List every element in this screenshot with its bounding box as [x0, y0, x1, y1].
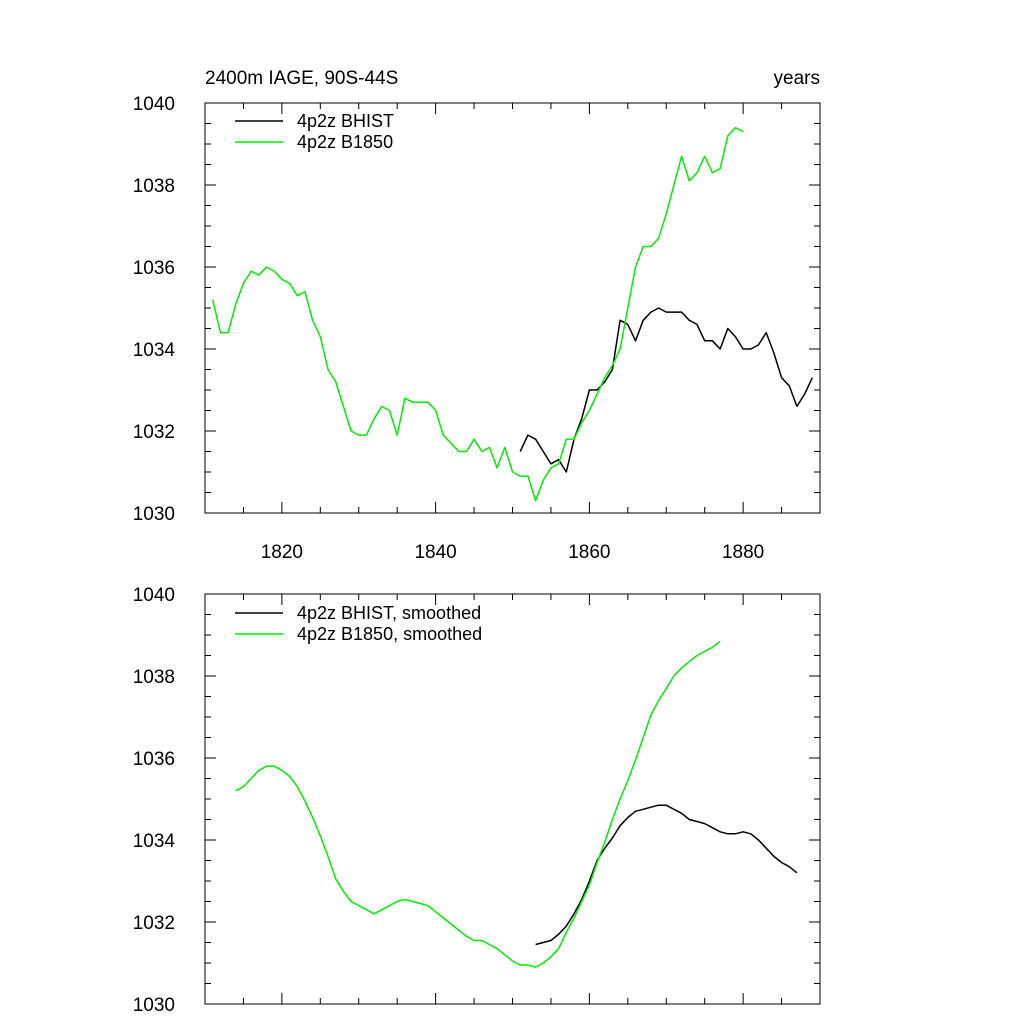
axis-ticks — [204, 102, 821, 514]
axis-ticks — [204, 593, 821, 1005]
y-tick-label: 1030 — [133, 504, 175, 525]
legend-label-b1850-smoothed: 4p2z B1850, smoothed — [297, 624, 482, 644]
series-lines — [211, 126, 813, 502]
y-axis-tick-labels: 1030 1032 1034 1036 1038 1040 — [133, 94, 176, 525]
y-tick-label: 1036 — [133, 749, 175, 770]
y-tick-label: 1032 — [133, 422, 175, 443]
y-tick-label: 1030 — [133, 995, 175, 1016]
y-axis-tick-labels: 1030 1032 1034 1036 1038 1040 — [133, 585, 176, 1016]
legend-label-bhist: 4p2z BHIST — [297, 111, 394, 131]
chart-right-title: years — [774, 68, 820, 89]
series-line-4p2z-b1850-smoothed — [235, 640, 721, 968]
y-tick-label: 1038 — [133, 176, 175, 197]
legend: 4p2z BHIST 4p2z B1850 — [235, 111, 394, 152]
series-lines — [235, 640, 798, 968]
chart-title: 2400m IAGE, 90S-44S — [205, 68, 398, 89]
x-tick-label: 1840 — [414, 542, 456, 563]
x-axis-tick-labels: 1820 1840 1860 1880 — [261, 542, 765, 563]
y-tick-label: 1032 — [133, 913, 175, 934]
top-panel: 2400m IAGE, 90S-44S years 10301032103410… — [133, 68, 821, 563]
plot-frame — [204, 593, 821, 1005]
series-line-4p2z-bhist-smoothed — [535, 804, 798, 946]
series-line-4p2z-b1850 — [211, 126, 744, 502]
y-tick-label: 1036 — [133, 258, 175, 279]
legend: 4p2z BHIST, smoothed 4p2z B1850, smoothe… — [235, 603, 482, 644]
legend-label-bhist-smoothed: 4p2z BHIST, smoothed — [297, 603, 481, 623]
y-tick-label: 1038 — [133, 667, 175, 688]
x-tick-label: 1880 — [722, 542, 764, 563]
y-tick-label: 1034 — [133, 831, 176, 852]
x-tick-label: 1820 — [261, 542, 303, 563]
plot-frame — [204, 102, 821, 514]
y-tick-label: 1034 — [133, 340, 176, 361]
y-tick-label: 1040 — [133, 585, 175, 606]
series-line-4p2z-bhist — [519, 307, 813, 473]
legend-label-b1850: 4p2z B1850 — [297, 132, 393, 152]
x-tick-label: 1860 — [568, 542, 610, 563]
y-tick-label: 1040 — [133, 94, 175, 115]
bottom-panel: 1030 1032 1034 1036 1038 1040 4p2z BHIST, smo… — [133, 585, 821, 1016]
